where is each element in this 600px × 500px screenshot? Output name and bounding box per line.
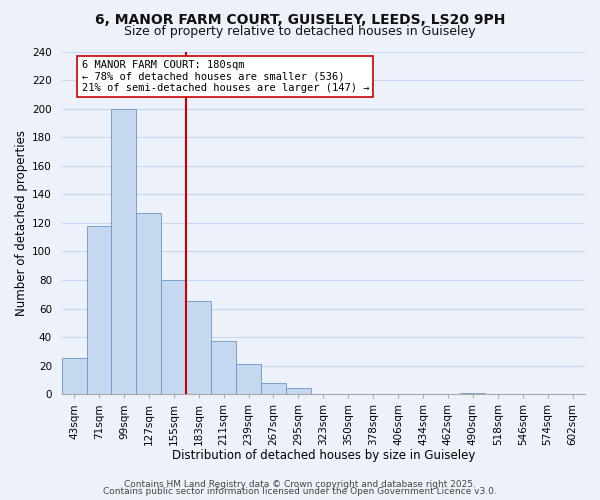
Bar	[112, 108, 136, 394]
Bar	[62, 358, 86, 394]
Bar	[211, 342, 236, 394]
Text: 6, MANOR FARM COURT, GUISELEY, LEEDS, LS20 9PH: 6, MANOR FARM COURT, GUISELEY, LEEDS, LS…	[95, 12, 505, 26]
Bar	[261, 383, 286, 394]
Text: Contains public sector information licensed under the Open Government Licence v3: Contains public sector information licen…	[103, 487, 497, 496]
Bar	[236, 364, 261, 394]
X-axis label: Distribution of detached houses by size in Guiseley: Distribution of detached houses by size …	[172, 450, 475, 462]
Text: Size of property relative to detached houses in Guiseley: Size of property relative to detached ho…	[124, 25, 476, 38]
Text: 6 MANOR FARM COURT: 180sqm
← 78% of detached houses are smaller (536)
21% of sem: 6 MANOR FARM COURT: 180sqm ← 78% of deta…	[82, 60, 369, 94]
Bar	[161, 280, 186, 394]
Bar	[86, 226, 112, 394]
Y-axis label: Number of detached properties: Number of detached properties	[15, 130, 28, 316]
Text: Contains HM Land Registry data © Crown copyright and database right 2025.: Contains HM Land Registry data © Crown c…	[124, 480, 476, 489]
Bar	[460, 393, 485, 394]
Bar	[136, 213, 161, 394]
Bar	[186, 302, 211, 394]
Bar	[286, 388, 311, 394]
